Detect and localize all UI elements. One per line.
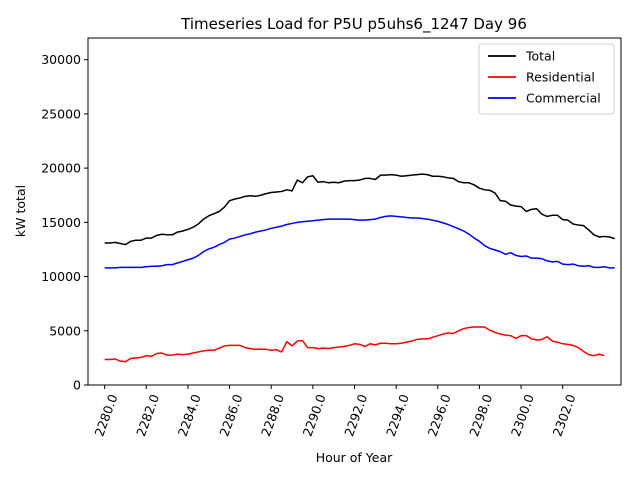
y-axis-ticks: 0 5000 10000 15000 20000 25000 30000	[41, 52, 88, 393]
legend-label-commercial: Commercial	[526, 91, 601, 106]
y-tick-label: 15000	[41, 215, 81, 230]
chart-title: Timeseries Load for P5U p5uhs6_1247 Day …	[180, 15, 527, 34]
x-axis-label: Hour of Year	[316, 450, 393, 465]
legend-label-residential: Residential	[526, 70, 595, 85]
y-tick-label: 30000	[41, 52, 81, 67]
legend-items: Total Residential Commercial	[488, 49, 601, 106]
legend: Total Residential Commercial	[478, 43, 615, 115]
y-tick-label: 25000	[41, 106, 81, 121]
y-tick-label: 5000	[49, 323, 81, 338]
legend-label-total: Total	[525, 49, 555, 64]
plot-frame	[87, 37, 622, 386]
series-line-residential	[104, 326, 605, 363]
y-axis-label: kW total	[13, 185, 28, 237]
y-tick-label: 20000	[41, 161, 81, 176]
legend-box	[478, 43, 615, 115]
y-tick-label: 10000	[41, 269, 81, 284]
y-tick-label: 0	[73, 378, 81, 393]
series-group	[104, 173, 615, 363]
series-line-commercial	[104, 215, 615, 269]
series-line-total	[104, 173, 615, 246]
